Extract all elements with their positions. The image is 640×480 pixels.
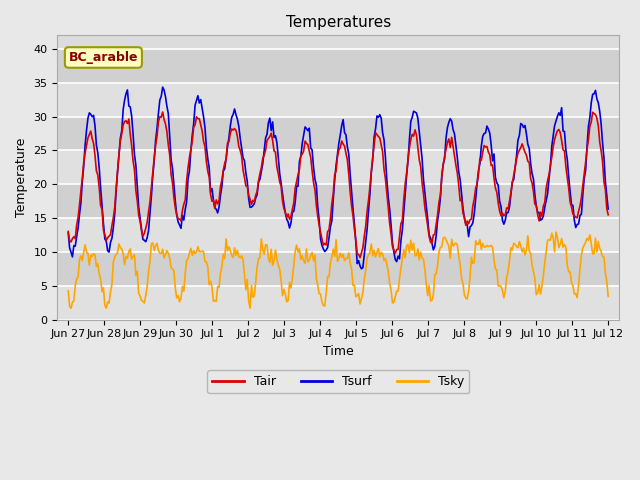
Bar [58, 83, 619, 117]
Text: BC_arable: BC_arable [68, 51, 138, 64]
Tsurf [344, 144, 351, 150]
Tsky [101, 302, 109, 308]
Bar [58, 117, 619, 150]
Bar [58, 252, 619, 286]
Tair [452, 162, 460, 168]
Bar [58, 184, 619, 218]
Tsurf [358, 266, 365, 272]
Tsurf [532, 204, 540, 209]
Tsurf [100, 221, 108, 227]
Tair [344, 157, 351, 163]
Title: Temperatures: Temperatures [285, 15, 391, 30]
X-axis label: Time: Time [323, 345, 353, 358]
Bar [58, 49, 619, 83]
Y-axis label: Temperature: Temperature [15, 138, 28, 217]
Tair [603, 205, 611, 211]
Tsky [603, 278, 611, 284]
Bar [58, 218, 619, 252]
Tair [356, 255, 364, 261]
Tair [532, 202, 540, 208]
Tsky [344, 256, 351, 262]
Tair [83, 143, 90, 148]
Tsky [65, 288, 72, 294]
Line: Tsurf: Tsurf [68, 87, 608, 269]
Tsky [84, 251, 92, 256]
Tsurf [83, 127, 90, 133]
Tair [65, 228, 72, 234]
Tsurf [159, 84, 166, 90]
Tsky [67, 305, 75, 311]
Line: Tair: Tair [68, 112, 608, 258]
Line: Tsky: Tsky [68, 232, 608, 308]
Tsurf [603, 192, 611, 198]
Tsurf [604, 206, 612, 212]
Tair [159, 109, 166, 115]
Tsky [604, 293, 612, 299]
Bar [58, 150, 619, 184]
Legend: Tair, Tsurf, Tsky: Tair, Tsurf, Tsky [207, 370, 469, 393]
Tair [604, 212, 612, 217]
Tsurf [452, 143, 460, 149]
Tsky [451, 241, 458, 247]
Tsky [531, 276, 539, 281]
Bar [58, 286, 619, 320]
Tair [100, 228, 108, 233]
Tsky [552, 229, 560, 235]
Tsurf [65, 230, 72, 236]
